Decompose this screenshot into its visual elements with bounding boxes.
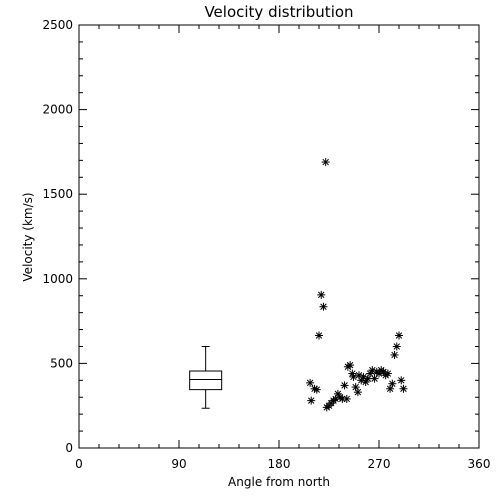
data-point bbox=[353, 388, 362, 397]
data-point bbox=[388, 379, 397, 388]
data-point bbox=[397, 376, 406, 385]
data-point bbox=[307, 396, 316, 405]
data-point bbox=[383, 369, 392, 378]
plot-frame bbox=[78, 24, 480, 449]
data-point-stroke bbox=[384, 370, 392, 377]
data-point bbox=[306, 378, 315, 387]
data-point-stroke bbox=[313, 386, 321, 393]
x-tick-label: 360 bbox=[468, 457, 491, 471]
data-point-stroke bbox=[380, 368, 387, 376]
data-point-stroke bbox=[334, 390, 342, 398]
data-point-stroke bbox=[349, 370, 356, 377]
data-point bbox=[392, 342, 401, 351]
x-tick-label: 270 bbox=[368, 457, 391, 471]
data-point bbox=[319, 302, 328, 311]
data-point bbox=[370, 374, 379, 383]
data-point-stroke bbox=[320, 303, 327, 310]
data-point-stroke bbox=[369, 366, 376, 374]
y-tick-label: 1000 bbox=[42, 272, 73, 286]
data-point-stroke bbox=[360, 373, 367, 381]
y-tick-label: 2000 bbox=[42, 103, 73, 117]
chart-title: Velocity distribution bbox=[204, 3, 353, 21]
data-point bbox=[317, 290, 326, 299]
data-point-stroke bbox=[391, 351, 398, 359]
data-point-stroke bbox=[306, 379, 314, 387]
data-point bbox=[349, 372, 358, 381]
y-tick-label: 0 bbox=[65, 441, 73, 455]
data-point-stroke bbox=[400, 385, 407, 393]
boxplot-box bbox=[189, 370, 223, 391]
data-point-stroke bbox=[354, 388, 362, 396]
x-tick-label: 180 bbox=[268, 457, 291, 471]
data-point-stroke bbox=[346, 361, 354, 369]
data-point-stroke bbox=[352, 383, 359, 391]
data-point bbox=[395, 331, 403, 340]
data-point bbox=[321, 158, 330, 167]
data-point-stroke bbox=[397, 377, 405, 384]
x-tick-label: 0 bbox=[75, 457, 83, 471]
data-point-stroke bbox=[343, 395, 351, 403]
data-point-stroke bbox=[393, 343, 401, 350]
data-point bbox=[315, 331, 323, 340]
x-axis-label: Angle from north bbox=[228, 475, 330, 489]
data-point bbox=[390, 350, 399, 359]
data-point bbox=[342, 394, 351, 403]
y-tick-label: 2500 bbox=[42, 18, 73, 32]
data-point bbox=[340, 381, 349, 390]
data-point-stroke bbox=[317, 291, 325, 299]
boxplot bbox=[189, 345, 223, 409]
data-point-stroke bbox=[395, 332, 403, 339]
y-axis-label: Velocity (km/s) bbox=[21, 192, 35, 281]
data-point bbox=[399, 384, 408, 393]
y-tick-label: 500 bbox=[50, 356, 73, 370]
data-point-stroke bbox=[341, 382, 348, 389]
x-tick-label: 90 bbox=[171, 457, 186, 471]
scatter-points bbox=[306, 158, 408, 412]
data-point-stroke bbox=[322, 158, 329, 166]
axis-ticks: 0 90 180 270 360 0 500 1000 1500 2000 2500 bbox=[42, 18, 490, 471]
data-point-stroke bbox=[355, 372, 363, 379]
data-point bbox=[346, 361, 355, 370]
data-point-stroke bbox=[307, 397, 315, 404]
data-point-stroke bbox=[389, 380, 396, 387]
data-point-stroke bbox=[315, 332, 323, 339]
y-tick-label: 1500 bbox=[42, 187, 73, 201]
data-point bbox=[312, 385, 321, 394]
